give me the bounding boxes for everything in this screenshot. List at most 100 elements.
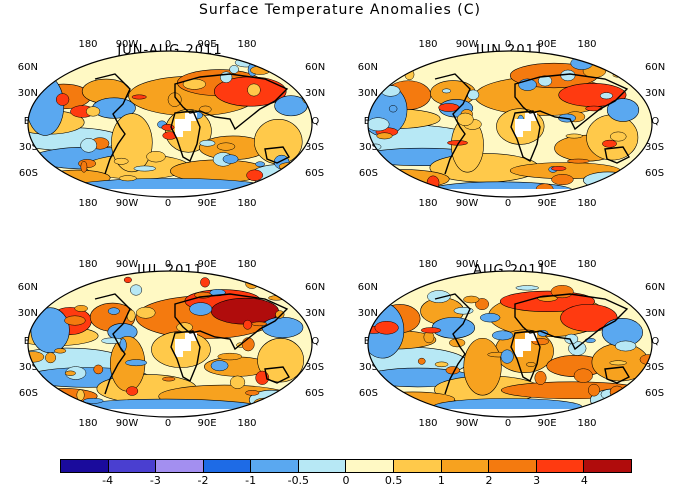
colorbar-tick-label: -0.5 (287, 474, 310, 487)
longitude-label: 180 (78, 418, 98, 429)
latitude-label: 60S (645, 388, 665, 399)
longitude-label: 90E (197, 259, 217, 270)
latitude-label: 30N (305, 88, 326, 99)
colorbar-tick-label: 0 (342, 474, 350, 487)
longitude-label: 90W (115, 418, 139, 429)
longitude-label: 90E (197, 39, 217, 50)
longitude-label: 90E (197, 418, 217, 429)
latitude-label: 30S (305, 142, 325, 153)
colorbar-tick-label: -1 (245, 474, 257, 487)
colorbar-tick-label: -2 (197, 474, 209, 487)
latitude-label: 60S (358, 388, 378, 399)
latitude-label: 60N (17, 62, 38, 73)
colorbar-tick-label: -4 (102, 474, 114, 487)
latitude-label: 60N (357, 62, 378, 73)
latitude-label: 30N (17, 308, 38, 319)
longitude-label: 180 (418, 39, 438, 50)
longitude-label: 0 (164, 259, 172, 270)
longitude-label: 90E (537, 418, 557, 429)
colorbar-tick-label: 0.5 (384, 474, 403, 487)
colorbar-swatch (203, 460, 252, 472)
latitude-label: 60N (645, 62, 666, 73)
latitude-label: 30N (357, 88, 378, 99)
longitude-label: 90W (115, 39, 139, 50)
latitude-label: 60N (645, 282, 666, 293)
latitude-label: 30S (645, 142, 665, 153)
latitude-label: 30S (18, 362, 38, 373)
colorbar-tick-label: -3 (149, 474, 161, 487)
map-panel: JUN 2011 180 90W 0 90E 180 180 90W 0 90E 180 60N 60N… (340, 20, 680, 250)
colorbar (60, 459, 632, 473)
latitude-label: 60N (305, 282, 326, 293)
latitude-label: 30S (305, 362, 325, 373)
map-panel: JUN-AUG 2011 180 90W 0 90E 180 180 90W 0 90E 180 60… (0, 20, 340, 250)
longitude-label: 90W (455, 259, 479, 270)
longitude-label: 90W (455, 198, 479, 209)
longitude-label: 90W (115, 198, 139, 209)
map-panel: JUL 2011 180 90W 0 90E 180 180 90W 0 90E 180 60N 60N… (0, 240, 340, 470)
colorbar-swatch (441, 460, 490, 472)
temperature-anomaly-map (27, 50, 313, 198)
longitude-label: 90E (537, 259, 557, 270)
longitude-label: 0 (164, 418, 172, 429)
longitude-label: 180 (78, 259, 98, 270)
longitude-label: 0 (504, 418, 512, 429)
latitude-label: 30N (305, 308, 326, 319)
colorbar-tick-label: 4 (580, 474, 588, 487)
colorbar-swatch (61, 460, 109, 472)
longitude-label: 180 (577, 259, 597, 270)
longitude-label: 180 (237, 39, 257, 50)
temperature-anomaly-map (367, 270, 653, 418)
latitude-label: 60S (18, 168, 38, 179)
colorbar-tick-label: 1 (437, 474, 445, 487)
longitude-label: 0 (164, 198, 172, 209)
longitude-label: 180 (78, 39, 98, 50)
colorbar-swatch (489, 460, 537, 472)
colorbar-tick-label: 2 (485, 474, 493, 487)
longitude-label: 90W (115, 259, 139, 270)
longitude-label: 90E (537, 39, 557, 50)
longitude-label: 90E (197, 198, 217, 209)
temperature-anomaly-map (27, 270, 313, 418)
map-panel: AUG 2011 180 90W 0 90E 180 180 90W 0 90E 180 60N 60N… (340, 240, 680, 470)
longitude-label: 180 (237, 259, 257, 270)
colorbar-swatch (536, 460, 585, 472)
figure-title: Surface Temperature Anomalies (C) (199, 2, 481, 18)
longitude-label: 90W (455, 418, 479, 429)
longitude-label: 180 (577, 418, 597, 429)
latitude-label: 60S (358, 168, 378, 179)
colorbar-swatch (346, 460, 395, 472)
longitude-label: 0 (504, 198, 512, 209)
latitude-label: 60S (645, 168, 665, 179)
longitude-label: 180 (237, 418, 257, 429)
latitude-label: 30S (645, 362, 665, 373)
longitude-label: 90W (455, 39, 479, 50)
longitude-label: 180 (577, 198, 597, 209)
colorbar-swatch (584, 460, 631, 472)
longitude-label: 0 (504, 259, 512, 270)
colorbar-swatch (394, 460, 442, 472)
latitude-label: 60N (305, 62, 326, 73)
latitude-label: 60N (357, 282, 378, 293)
latitude-label: 30S (358, 362, 378, 373)
longitude-label: 0 (504, 39, 512, 50)
longitude-label: 0 (164, 39, 172, 50)
latitude-label: 60S (18, 388, 38, 399)
latitude-label: 30N (357, 308, 378, 319)
latitude-label: 30N (645, 308, 666, 319)
latitude-label: 30N (645, 88, 666, 99)
latitude-label: 30N (17, 88, 38, 99)
longitude-label: 180 (78, 198, 98, 209)
longitude-label: 180 (577, 39, 597, 50)
colorbar-swatch (251, 460, 299, 472)
colorbar-swatch (156, 460, 204, 472)
longitude-label: 180 (418, 259, 438, 270)
latitude-label: 60S (305, 168, 325, 179)
latitude-label: 30S (18, 142, 38, 153)
longitude-label: 90E (537, 198, 557, 209)
longitude-label: 180 (418, 198, 438, 209)
longitude-label: 180 (237, 198, 257, 209)
latitude-label: 60S (305, 388, 325, 399)
temperature-anomaly-map (367, 50, 653, 198)
latitude-label: 30S (358, 142, 378, 153)
